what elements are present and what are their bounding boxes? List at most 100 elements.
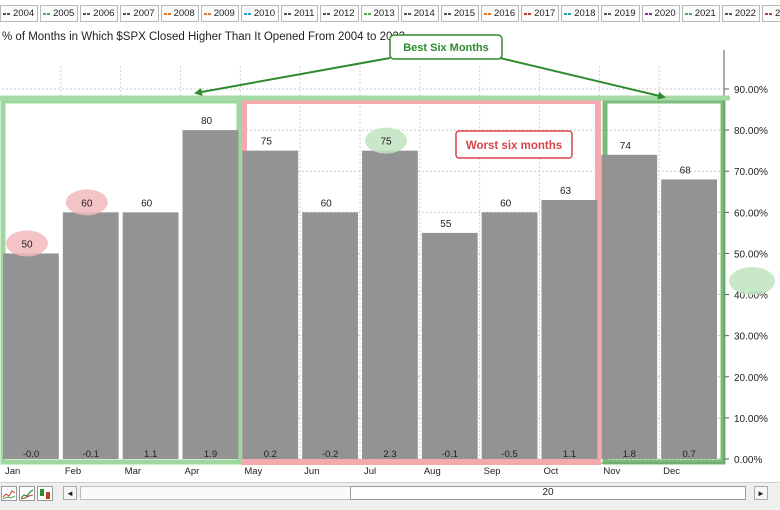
legend-label: 2015 xyxy=(453,8,475,19)
legend-swatch xyxy=(564,12,572,15)
bar-bottom-label: 0.2 xyxy=(264,449,277,460)
legend-label: 2022 xyxy=(734,8,756,19)
value-label: 60 xyxy=(321,198,333,209)
legend-item-2005[interactable]: 2005 xyxy=(40,5,79,22)
value-label: 75 xyxy=(261,137,273,148)
legend-label: 2011 xyxy=(293,8,315,19)
legend-swatch xyxy=(684,12,692,15)
bar-bottom-label: 1.8 xyxy=(623,449,636,460)
worst-six-label-box xyxy=(455,130,573,159)
x-tick-label: Feb xyxy=(65,466,81,477)
worst-six-label: Worst six months xyxy=(466,140,562,152)
legend-label: 2005 xyxy=(53,8,75,19)
x-tick-label: Sep xyxy=(484,466,501,477)
highlight-circle xyxy=(365,127,407,154)
value-label: 60 xyxy=(500,198,512,209)
legend-item-2007[interactable]: 2007 xyxy=(120,5,159,22)
legend-label: 2020 xyxy=(654,8,676,19)
legend-swatch xyxy=(604,12,612,15)
arrow-right xyxy=(499,57,666,100)
x-tick-label: Dec xyxy=(663,466,680,477)
x-tick-label: Jul xyxy=(364,466,376,477)
legend-swatch xyxy=(764,12,772,15)
legend-item-2010[interactable]: 2010 xyxy=(240,5,279,22)
legend-item-2008[interactable]: 2008 xyxy=(160,5,199,22)
y-tick-label: 90.00% xyxy=(734,85,768,96)
bar-jun xyxy=(302,212,358,459)
legend-item-2016[interactable]: 2016 xyxy=(480,5,520,22)
legend-item-2009[interactable]: 2009 xyxy=(200,5,239,22)
bar-bottom-label: 2.3 xyxy=(383,449,396,460)
x-tick-label: Oct xyxy=(544,466,559,477)
y-tick-label: 0.00% xyxy=(734,455,762,466)
legend-item-2012[interactable]: 2012 xyxy=(320,5,359,22)
bar-jul xyxy=(362,150,418,459)
legend-item-2017[interactable]: 2017 xyxy=(521,5,560,22)
legend-item-2018[interactable]: 2018 xyxy=(561,5,600,22)
y-tick-label: 20.00% xyxy=(734,373,768,384)
x-tick-label: Apr xyxy=(185,466,200,477)
value-label: 55 xyxy=(440,219,452,230)
bar-bottom-label: -0.5 xyxy=(501,449,517,460)
legend-label: 2018 xyxy=(574,8,596,19)
legend-label: 2007 xyxy=(133,8,155,19)
bar-sep xyxy=(481,212,538,459)
legend-label: 2016 xyxy=(493,8,516,19)
legend-swatch xyxy=(43,12,51,15)
x-tick-label: Aug xyxy=(424,466,441,477)
bar-bottom-label: -0.0 xyxy=(23,449,39,460)
bar-bottom-label: 1.9 xyxy=(204,449,217,460)
bar-nov xyxy=(601,154,658,459)
value-label: 50 xyxy=(21,239,33,250)
legend-label: 2006 xyxy=(93,8,115,19)
bar-bottom-label: 1.1 xyxy=(144,449,157,460)
legend-item-2006[interactable]: 2006 xyxy=(80,5,119,22)
scroll-left-button[interactable]: ◄ xyxy=(63,486,77,500)
legend-item-2023[interactable]: 2023 xyxy=(761,5,780,22)
y-tick-label: 80.00% xyxy=(734,126,768,137)
x-tick-label: May xyxy=(244,466,262,477)
x-tick-label: Mar xyxy=(125,466,141,477)
value-label: 68 xyxy=(680,165,692,176)
legend-label: 2010 xyxy=(253,8,275,19)
x-tick-label: Jan xyxy=(5,466,20,477)
legend-item-2020[interactable]: 2020 xyxy=(641,5,680,22)
legend-swatch xyxy=(83,12,91,15)
legend-item-2019[interactable]: 2019 xyxy=(601,5,640,22)
legend-item-2004[interactable]: 2004 xyxy=(0,5,39,22)
legend-item-2014[interactable]: 2014 xyxy=(400,5,439,22)
y-tick-label: 10.00% xyxy=(734,414,768,425)
scroll-right-button[interactable]: ► xyxy=(754,486,768,500)
area-chart-icon[interactable] xyxy=(19,486,35,501)
bar-dec xyxy=(661,179,717,459)
legend-swatch xyxy=(524,12,532,15)
bar-feb xyxy=(62,212,119,459)
legend-label: 2004 xyxy=(13,8,35,19)
bar-mar xyxy=(122,212,179,459)
bar-apr xyxy=(182,130,239,459)
chart: 0.00% 10.00% 20.00% 30.00% 40.00% 50.00% 60.00… xyxy=(0,34,775,477)
x-tick-label: Jun xyxy=(304,466,319,477)
value-label: 60 xyxy=(141,198,153,209)
legend-item-2022[interactable]: 2022 xyxy=(721,5,760,22)
legend-swatch xyxy=(363,12,371,15)
bar-bottom-label: 0.7 xyxy=(683,449,696,460)
value-label: 60 xyxy=(81,198,93,209)
candlestick-icon[interactable] xyxy=(37,486,53,501)
legend-item-2015[interactable]: 2015 xyxy=(440,5,479,22)
legend-label: 2012 xyxy=(333,8,355,19)
bar-oct xyxy=(541,200,598,459)
legend-item-2013[interactable]: 2013 xyxy=(360,5,399,22)
scrollbar-thumb[interactable]: 20 xyxy=(350,486,746,500)
bar-bottom-label: -0.2 xyxy=(322,449,338,460)
legend-item-2011[interactable]: 2011 xyxy=(280,5,319,22)
legend-item-2021[interactable]: 2021 xyxy=(681,5,720,22)
legend-swatch xyxy=(163,12,171,15)
legend-swatch xyxy=(243,12,251,15)
highlight-circle xyxy=(729,267,775,295)
legend-label: 2014 xyxy=(413,8,435,19)
legend-label: 2008 xyxy=(173,8,195,19)
value-label: 80 xyxy=(201,116,213,127)
y-tick-label: 60.00% xyxy=(734,208,768,219)
line-chart-icon[interactable] xyxy=(1,486,17,501)
